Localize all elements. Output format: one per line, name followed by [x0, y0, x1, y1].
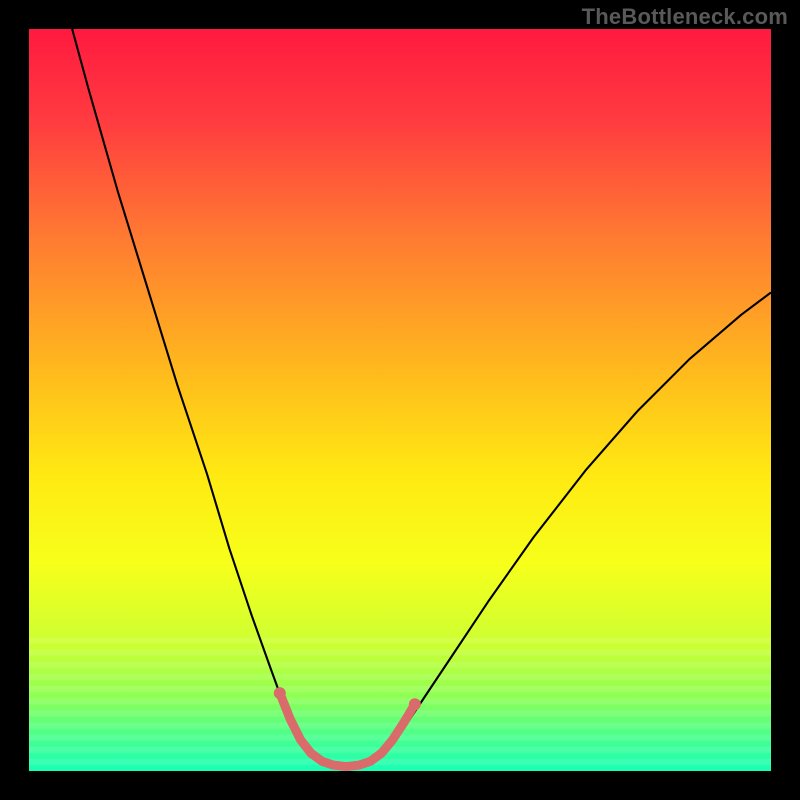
highlight-end-dot	[409, 698, 421, 710]
bottom-band	[29, 650, 771, 656]
bottom-band	[29, 698, 771, 704]
bottom-band	[29, 686, 771, 692]
bottom-band	[29, 759, 771, 765]
bottom-band	[29, 662, 771, 668]
bottom-band	[29, 637, 771, 643]
gradient-background	[29, 29, 771, 771]
chart-svg	[29, 29, 771, 771]
watermark-label: TheBottleneck.com	[582, 4, 788, 30]
bottom-band	[29, 710, 771, 716]
bottom-band	[29, 747, 771, 753]
frame: TheBottleneck.com	[0, 0, 800, 800]
highlight-start-dot	[274, 687, 286, 699]
plot-area	[29, 29, 771, 771]
bottom-band	[29, 674, 771, 680]
